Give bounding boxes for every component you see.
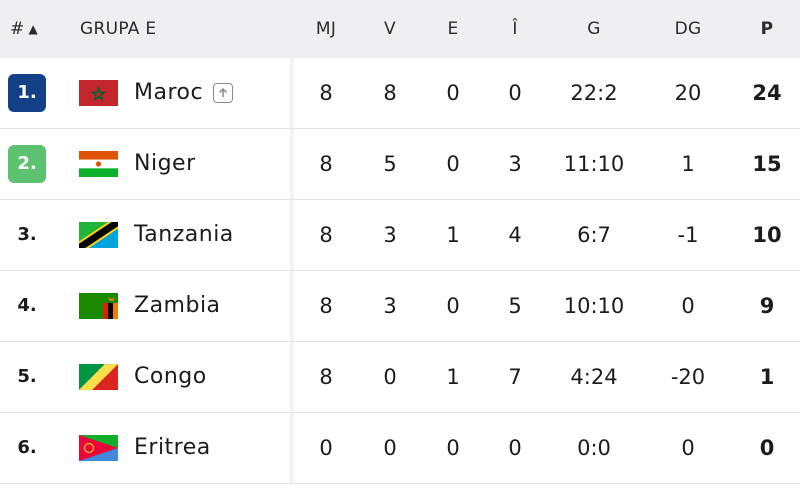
mj-cell: 8 bbox=[319, 81, 333, 105]
team-link[interactable]: Maroc bbox=[134, 58, 234, 128]
p-cell: 9 bbox=[759, 294, 775, 318]
g-cell: 6:7 bbox=[577, 223, 611, 247]
congo-flag-icon bbox=[79, 364, 118, 390]
p-cell: 15 bbox=[752, 152, 782, 176]
p-cell: 1 bbox=[759, 365, 775, 389]
e-cell: 0 bbox=[446, 81, 460, 105]
dg-cell: -20 bbox=[670, 365, 706, 389]
column-divider bbox=[290, 129, 296, 199]
rank-header-label: # bbox=[10, 19, 25, 39]
v-cell: 0 bbox=[383, 436, 397, 460]
p-cell: 10 bbox=[752, 223, 782, 247]
rank-sort-header[interactable]: # ▲ bbox=[10, 0, 50, 58]
e-cell: 0 bbox=[446, 152, 460, 176]
sort-ascending-icon: ▲ bbox=[28, 22, 39, 36]
g-cell: 11:10 bbox=[563, 152, 625, 176]
mj-cell: 8 bbox=[319, 294, 333, 318]
rank-badge: 1. bbox=[8, 74, 46, 112]
dg-cell: 0 bbox=[681, 436, 695, 460]
team-name: Maroc bbox=[134, 80, 204, 105]
e-cell: 0 bbox=[446, 294, 460, 318]
e-cell: 1 bbox=[446, 223, 460, 247]
g-cell: 10:10 bbox=[563, 294, 625, 318]
mj-cell: 8 bbox=[319, 365, 333, 389]
column-divider bbox=[290, 342, 296, 412]
column-divider bbox=[290, 58, 296, 128]
i-cell: 0 bbox=[508, 81, 522, 105]
mj-header[interactable]: MJ bbox=[315, 19, 337, 39]
g-cell: 0:0 bbox=[577, 436, 611, 460]
e-cell: 0 bbox=[446, 436, 460, 460]
dg-cell: -1 bbox=[677, 223, 699, 247]
p-header[interactable]: P bbox=[760, 19, 774, 39]
dg-cell: 20 bbox=[674, 81, 702, 105]
eritrea-flag-icon bbox=[79, 435, 118, 461]
team-link[interactable]: Zambia bbox=[134, 271, 221, 341]
mj-cell: 0 bbox=[319, 436, 333, 460]
column-divider bbox=[290, 271, 296, 341]
v-cell: 5 bbox=[383, 152, 397, 176]
team-name: Eritrea bbox=[134, 435, 211, 460]
dg-header[interactable]: DG bbox=[674, 19, 702, 39]
team-link[interactable]: Tanzania bbox=[134, 200, 234, 270]
team-link[interactable]: Niger bbox=[134, 129, 196, 199]
team-name: Niger bbox=[134, 151, 196, 176]
rank-number: 6. bbox=[17, 437, 37, 458]
mj-cell: 8 bbox=[319, 152, 333, 176]
table-header: # ▲ GRUPA E MJ V E Î G DG P bbox=[0, 0, 800, 58]
team-name: Zambia bbox=[134, 293, 221, 318]
v-cell: 0 bbox=[383, 365, 397, 389]
rank-number: 5. bbox=[17, 366, 37, 387]
v-cell: 8 bbox=[383, 81, 397, 105]
tanzania-flag-icon bbox=[79, 222, 118, 248]
v-cell: 3 bbox=[383, 223, 397, 247]
table-row[interactable]: 6. Eritrea 0 0 0 0 0:0 0 0 bbox=[0, 413, 800, 484]
p-cell: 24 bbox=[752, 81, 782, 105]
group-header: GRUPA E bbox=[80, 19, 157, 39]
zambia-flag-icon bbox=[79, 293, 118, 319]
morocco-flag-icon bbox=[79, 80, 118, 106]
table-row[interactable]: 1. Maroc 8 8 0 0 22:2 20 24 bbox=[0, 58, 800, 129]
e-cell: 1 bbox=[446, 365, 460, 389]
rank-number: 4. bbox=[17, 295, 37, 316]
team-link[interactable]: Eritrea bbox=[134, 413, 211, 483]
table-row[interactable]: 5. Congo 8 0 1 7 4:24 -20 1 bbox=[0, 342, 800, 413]
table-row[interactable]: 2. Niger 8 5 0 3 11:10 1 15 bbox=[0, 129, 800, 200]
i-cell: 4 bbox=[508, 223, 522, 247]
rank-up-icon bbox=[213, 83, 234, 103]
v-cell: 3 bbox=[383, 294, 397, 318]
i-cell: 5 bbox=[508, 294, 522, 318]
mj-cell: 8 bbox=[319, 223, 333, 247]
rank-number: 3. bbox=[17, 224, 37, 245]
column-divider bbox=[290, 413, 296, 483]
team-link[interactable]: Congo bbox=[134, 342, 207, 412]
p-cell: 0 bbox=[759, 436, 775, 460]
i-cell: 0 bbox=[508, 436, 522, 460]
dg-cell: 0 bbox=[681, 294, 695, 318]
niger-flag-icon bbox=[79, 151, 118, 177]
v-header[interactable]: V bbox=[384, 19, 396, 39]
g-cell: 4:24 bbox=[570, 365, 618, 389]
dg-cell: 1 bbox=[681, 152, 695, 176]
g-cell: 22:2 bbox=[570, 81, 618, 105]
team-name: Congo bbox=[134, 364, 207, 389]
e-header[interactable]: E bbox=[447, 19, 459, 39]
i-header[interactable]: Î bbox=[512, 19, 518, 39]
table-row[interactable]: 3. Tanzania 8 3 1 4 6:7 -1 10 bbox=[0, 200, 800, 271]
i-cell: 7 bbox=[508, 365, 522, 389]
i-cell: 3 bbox=[508, 152, 522, 176]
table-row[interactable]: 4. Zambia 8 3 0 5 10:10 0 9 bbox=[0, 271, 800, 342]
g-header[interactable]: G bbox=[587, 19, 601, 39]
team-name: Tanzania bbox=[134, 222, 234, 247]
rank-badge: 2. bbox=[8, 145, 46, 183]
column-divider bbox=[290, 200, 296, 270]
